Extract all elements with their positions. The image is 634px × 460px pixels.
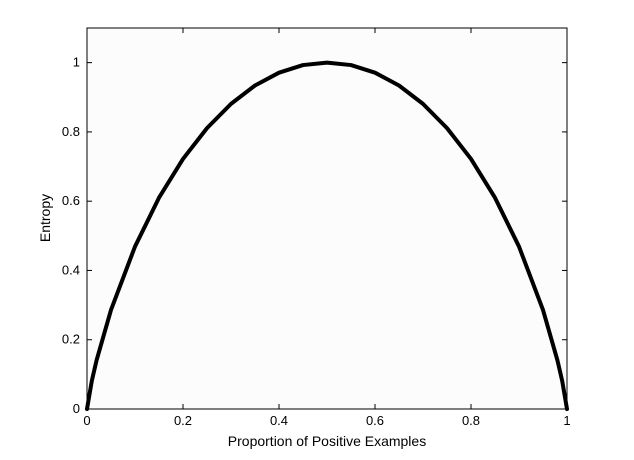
y-tick-label: 1 (73, 55, 80, 70)
y-axis-label: Entropy (37, 194, 53, 242)
plot-area (86, 27, 568, 410)
x-tick-label: 0.4 (270, 413, 288, 428)
y-tick-label: 0.6 (62, 193, 80, 208)
y-tick-label: 0 (73, 401, 80, 416)
x-axis-label: Proportion of Positive Examples (228, 433, 426, 449)
series-line (85, 60, 569, 411)
x-tick-label: 1 (563, 413, 570, 428)
x-tick-label: 0.8 (462, 413, 480, 428)
tick-layer: 0 0.2 0.4 0.6 0.8 1 0 0.2 0.4 0.6 0.8 1 (62, 28, 571, 428)
x-tick-label: 0 (83, 413, 90, 428)
y-tick-label: 0.8 (62, 124, 80, 139)
x-tick-label: 0.6 (366, 413, 384, 428)
y-tick-label: 0.2 (62, 332, 80, 347)
y-tick-label: 0.4 (62, 262, 80, 277)
x-tick-label: 0.2 (174, 413, 192, 428)
